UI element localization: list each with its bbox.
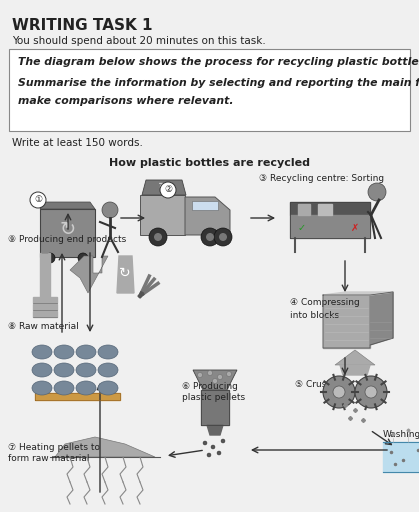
Ellipse shape <box>76 345 96 359</box>
Text: ⑥ Producing: ⑥ Producing <box>182 382 238 391</box>
Ellipse shape <box>98 381 118 395</box>
Polygon shape <box>192 201 218 210</box>
FancyBboxPatch shape <box>40 209 95 257</box>
Circle shape <box>221 439 225 443</box>
Circle shape <box>30 192 46 208</box>
Ellipse shape <box>76 363 96 377</box>
Text: ✗: ✗ <box>351 223 359 233</box>
Circle shape <box>206 233 214 241</box>
Text: plastic pellets: plastic pellets <box>182 393 245 402</box>
Circle shape <box>203 441 207 445</box>
Circle shape <box>45 253 55 263</box>
Polygon shape <box>40 253 50 298</box>
Polygon shape <box>33 304 57 310</box>
Text: How plastic bottles are recycled: How plastic bottles are recycled <box>109 158 310 168</box>
Text: ④ Compressing: ④ Compressing <box>290 298 360 307</box>
Circle shape <box>211 445 215 449</box>
Circle shape <box>201 228 219 246</box>
Text: make comparisons where relevant.: make comparisons where relevant. <box>18 96 233 106</box>
Ellipse shape <box>32 381 52 395</box>
Text: ①: ① <box>34 196 42 204</box>
Polygon shape <box>383 442 419 472</box>
Ellipse shape <box>54 363 74 377</box>
Polygon shape <box>117 256 134 293</box>
Circle shape <box>219 233 227 241</box>
Ellipse shape <box>32 345 52 359</box>
Circle shape <box>78 253 88 263</box>
Polygon shape <box>298 204 310 215</box>
Text: ↻: ↻ <box>60 221 76 240</box>
FancyBboxPatch shape <box>9 49 410 131</box>
Ellipse shape <box>98 345 118 359</box>
Ellipse shape <box>54 381 74 395</box>
Circle shape <box>197 373 202 377</box>
Circle shape <box>217 374 222 379</box>
Circle shape <box>333 386 345 398</box>
Text: Washing: Washing <box>383 430 419 439</box>
Text: ✓: ✓ <box>298 223 306 233</box>
Text: form raw material: form raw material <box>8 454 90 463</box>
Circle shape <box>365 386 377 398</box>
Circle shape <box>227 372 232 376</box>
Polygon shape <box>335 350 375 365</box>
Text: ⑨ Producing end products: ⑨ Producing end products <box>8 235 126 244</box>
Polygon shape <box>40 202 95 209</box>
Text: into blocks: into blocks <box>290 311 339 320</box>
Circle shape <box>102 202 118 218</box>
Circle shape <box>207 453 211 457</box>
Circle shape <box>323 376 355 408</box>
Polygon shape <box>142 180 186 195</box>
Polygon shape <box>193 370 237 390</box>
Circle shape <box>355 376 387 408</box>
Polygon shape <box>323 292 393 295</box>
Ellipse shape <box>76 381 96 395</box>
Circle shape <box>212 378 217 383</box>
Circle shape <box>368 183 386 201</box>
Polygon shape <box>201 390 229 425</box>
Text: ②: ② <box>164 185 172 195</box>
Polygon shape <box>140 195 185 235</box>
Polygon shape <box>33 311 57 317</box>
Text: Summarise the information by selecting and reporting the main features, and: Summarise the information by selecting a… <box>18 78 419 88</box>
Text: The diagram below shows the process for recycling plastic bottles.: The diagram below shows the process for … <box>18 57 419 67</box>
Text: ↻: ↻ <box>119 266 131 280</box>
Polygon shape <box>55 437 155 457</box>
Text: ⑦ Heating pellets to: ⑦ Heating pellets to <box>8 443 100 452</box>
Circle shape <box>207 371 212 375</box>
Polygon shape <box>323 295 370 348</box>
Circle shape <box>149 228 167 246</box>
Polygon shape <box>340 365 370 375</box>
Polygon shape <box>35 393 120 400</box>
Polygon shape <box>207 425 223 435</box>
Text: WRITING TASK 1: WRITING TASK 1 <box>12 18 153 33</box>
Ellipse shape <box>32 363 52 377</box>
Circle shape <box>214 228 232 246</box>
Polygon shape <box>370 292 393 345</box>
Circle shape <box>217 451 221 455</box>
Text: Write at least 150 words.: Write at least 150 words. <box>12 138 143 148</box>
Text: ↻: ↻ <box>158 181 170 195</box>
Text: ⑤ Crushing: ⑤ Crushing <box>295 380 346 389</box>
Circle shape <box>160 182 176 198</box>
Polygon shape <box>185 197 230 235</box>
Text: ③ Recycling centre: Sorting: ③ Recycling centre: Sorting <box>259 174 384 183</box>
Text: You should spend about 20 minutes on this task.: You should spend about 20 minutes on thi… <box>12 36 266 46</box>
Circle shape <box>154 233 162 241</box>
Polygon shape <box>318 204 332 215</box>
Polygon shape <box>42 246 48 253</box>
Polygon shape <box>70 256 108 293</box>
Ellipse shape <box>54 345 74 359</box>
Ellipse shape <box>98 363 118 377</box>
Polygon shape <box>290 202 370 215</box>
Text: ⑧ Raw material: ⑧ Raw material <box>8 322 79 331</box>
Polygon shape <box>33 297 57 303</box>
Polygon shape <box>290 215 370 238</box>
